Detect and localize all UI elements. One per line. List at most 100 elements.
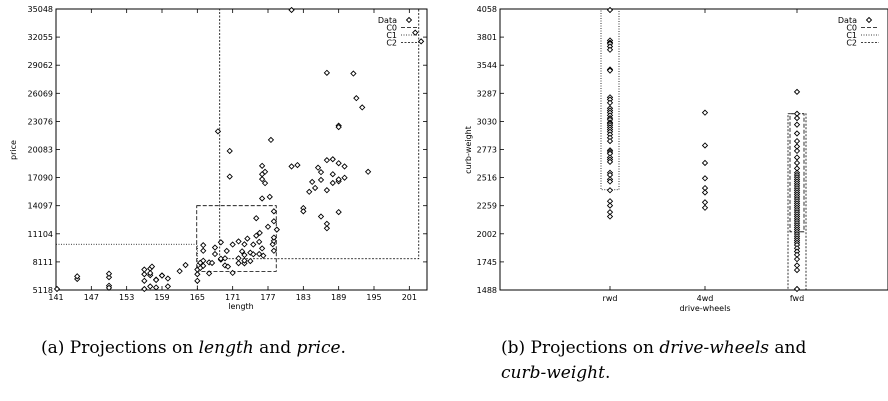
data-point [74, 273, 81, 280]
data-point [364, 168, 372, 175]
cluster-boxes [55, 8, 420, 291]
caption-b-line1: (b) Projections on drive-wheels and [501, 338, 807, 358]
x-tick-label: 159 [154, 293, 169, 302]
data-point [288, 163, 295, 170]
legend-label: C0 [846, 24, 857, 33]
data-point [164, 275, 172, 282]
data-point [258, 176, 266, 183]
data-point [250, 251, 257, 258]
x-axis-label: drive-wheels [680, 304, 731, 313]
x-tick-label: 195 [366, 293, 381, 302]
data-point [270, 237, 278, 245]
legend-label: C0 [386, 24, 397, 33]
y-tick-label: 32055 [28, 33, 53, 42]
y-tick-label: 17090 [28, 174, 53, 183]
cluster-boxes [600, 8, 807, 291]
data-point [208, 259, 216, 267]
data-point [148, 263, 156, 270]
data-point [606, 213, 614, 220]
data-point [261, 168, 269, 175]
data-point [235, 238, 242, 245]
data-point [158, 272, 166, 279]
x-tick-label: rwd [603, 294, 618, 303]
x-ticks: 141 147 153 159 165 171 177 183 189 195 201 [48, 9, 417, 302]
data-point [241, 241, 248, 248]
plot-frame [55, 8, 428, 291]
data-point [793, 154, 801, 161]
data-point [606, 137, 614, 145]
y-axis-label: curb-weight [464, 126, 473, 174]
y-tick-label: 4058 [477, 5, 497, 14]
y-tick-label: 3544 [477, 61, 497, 70]
caption-b-line2: curb-weight. [501, 363, 610, 383]
data-point [258, 195, 266, 202]
legend-label: C1 [386, 31, 397, 40]
legend-marker [865, 16, 873, 24]
y-tick-label: 11104 [28, 230, 53, 239]
data-point [323, 220, 331, 227]
y-tick-label: 23076 [28, 117, 53, 126]
data-point [294, 161, 301, 169]
data-point [341, 174, 348, 181]
data-point [270, 234, 278, 241]
y-tick-label: 20083 [28, 146, 53, 155]
data-point [105, 284, 113, 291]
data-point [701, 199, 709, 206]
legend-label: C1 [846, 31, 857, 40]
data-point [200, 247, 207, 254]
data-point [250, 241, 257, 248]
data-point [793, 130, 801, 137]
x-tick-label: 201 [402, 293, 417, 302]
data-point [141, 271, 148, 278]
data-point [194, 277, 201, 284]
y-tick-label: 3801 [477, 33, 497, 42]
data-point [701, 204, 709, 211]
data-point [329, 179, 336, 187]
data-point [270, 208, 278, 215]
y-tick-label: 3287 [477, 89, 497, 98]
chart-drivewheels-curbweight: 1488 1745 2002 2259 2516 2773 3030 3287 3544 3801… [464, 5, 888, 313]
data-point [793, 88, 801, 96]
data-point [247, 257, 254, 265]
x-tick-label: 183 [296, 293, 311, 302]
data-point [793, 266, 801, 274]
data-point [214, 128, 222, 135]
data-point [217, 239, 225, 246]
y-tick-label: 8111 [33, 258, 53, 267]
data-point [211, 250, 219, 258]
data-point [317, 213, 325, 220]
y-tick-label: 2773 [477, 146, 497, 155]
data-point [323, 157, 331, 164]
data-point [317, 176, 325, 184]
data-point [335, 176, 342, 183]
data-point [152, 276, 160, 284]
data-point [288, 6, 295, 14]
data-point [256, 238, 263, 246]
data-point [606, 187, 614, 194]
data-point [335, 160, 342, 167]
data-point [412, 29, 419, 36]
data-point [793, 159, 801, 167]
data-point [335, 123, 342, 131]
data-point [300, 208, 307, 215]
y-tick-label: 3030 [477, 117, 497, 126]
data-point [152, 284, 160, 291]
data-point [317, 169, 325, 176]
data-point [258, 245, 266, 252]
x-tick-label: 4wd [697, 294, 714, 303]
y-tick-label: 2002 [477, 230, 497, 239]
data-point [256, 250, 263, 258]
data-point [267, 136, 275, 144]
data-point [266, 193, 273, 200]
x-tick-label: 189 [331, 293, 346, 302]
data-point [244, 235, 251, 242]
x-tick-label: 153 [119, 293, 134, 302]
data-point [350, 70, 357, 77]
x-tick-label: fwd [790, 294, 804, 303]
data-point [258, 162, 266, 169]
data-point [200, 262, 207, 269]
cluster-box-c1 [55, 243, 198, 291]
data-point [606, 202, 614, 209]
